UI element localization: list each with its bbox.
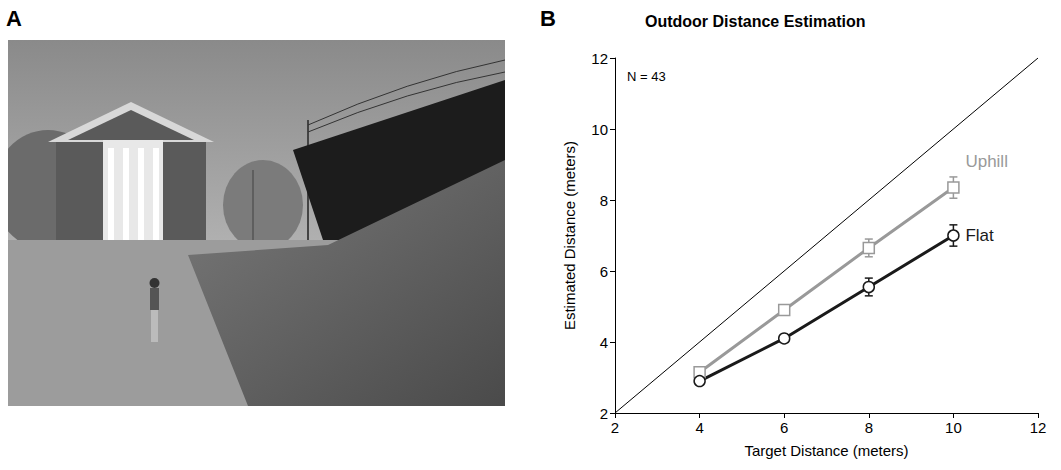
html-text:A: A bbox=[6, 6, 22, 31]
svg-text:8: 8 bbox=[600, 192, 608, 209]
svg-text:10: 10 bbox=[945, 419, 962, 436]
svg-text:Flat: Flat bbox=[965, 226, 994, 245]
svg-text:6: 6 bbox=[780, 419, 788, 436]
svg-text:12: 12 bbox=[591, 50, 608, 67]
svg-text:8: 8 bbox=[865, 419, 873, 436]
svg-text:Estimated Distance (meters): Estimated Distance (meters) bbox=[561, 141, 578, 330]
svg-text:Uphill: Uphill bbox=[965, 152, 1008, 171]
svg-text:4: 4 bbox=[600, 334, 608, 351]
svg-text:12: 12 bbox=[1030, 419, 1047, 436]
svg-text:Target Distance (meters): Target Distance (meters) bbox=[744, 442, 908, 459]
svg-text:4: 4 bbox=[695, 419, 703, 436]
svg-text:2: 2 bbox=[611, 419, 619, 436]
svg-text:N = 43: N = 43 bbox=[627, 69, 666, 84]
svg-text:6: 6 bbox=[600, 263, 608, 280]
svg-text:Outdoor Distance Estimation: Outdoor Distance Estimation bbox=[645, 13, 865, 30]
html-text:B: B bbox=[540, 6, 556, 31]
svg-text:10: 10 bbox=[591, 121, 608, 138]
svg-text:2: 2 bbox=[600, 405, 608, 422]
